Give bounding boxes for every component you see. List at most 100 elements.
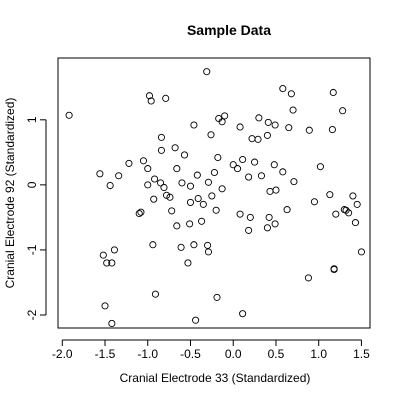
- data-point: [147, 97, 155, 105]
- data-point: [283, 206, 291, 214]
- data-point: [257, 172, 265, 180]
- data-point: [186, 220, 194, 228]
- data-point: [353, 200, 361, 208]
- data-point: [190, 121, 198, 129]
- data-point: [149, 241, 157, 249]
- data-point: [203, 68, 211, 76]
- data-point: [339, 107, 347, 115]
- data-point: [186, 198, 195, 206]
- data-point: [160, 183, 168, 192]
- data-point: [245, 173, 253, 181]
- data-point: [255, 114, 263, 122]
- x-tick-label: -1.5: [95, 347, 116, 361]
- y-axis: -2 -1 0 1: [25, 116, 47, 320]
- data-point: [157, 146, 165, 154]
- data-point: [157, 133, 165, 141]
- data-point: [101, 302, 109, 310]
- data-point: [199, 200, 207, 208]
- data-point: [96, 170, 104, 178]
- data-point: [272, 186, 280, 194]
- x-tick-label: -0.5: [180, 347, 201, 361]
- data-point: [214, 153, 222, 162]
- data-point: [173, 222, 181, 230]
- data-point: [251, 158, 259, 166]
- data-point: [351, 219, 360, 227]
- data-point: [263, 131, 271, 139]
- data-point: [144, 165, 152, 173]
- data-point: [145, 92, 154, 100]
- data-point: [106, 181, 114, 190]
- data-point: [65, 111, 73, 119]
- data-point: [263, 224, 271, 232]
- data-point: [213, 293, 221, 301]
- data-point: [264, 118, 272, 126]
- x-axis: -2.0 -1.5 -1.0 -0.5 0.0 0.5 1.0 1.5: [52, 339, 370, 361]
- x-tick-label: -1.0: [137, 347, 158, 361]
- data-point: [330, 265, 338, 273]
- x-axis-title: Cranial Electrode 33 (Standardized): [120, 371, 311, 385]
- data-point: [266, 187, 274, 195]
- data-point: [279, 168, 287, 176]
- data-point: [289, 106, 297, 114]
- data-point: [305, 126, 313, 134]
- data-point: [151, 175, 159, 183]
- data-point: [204, 241, 212, 249]
- data-point: [340, 206, 348, 214]
- data-point: [212, 206, 220, 214]
- data-point: [144, 181, 152, 189]
- data-point: [166, 193, 174, 201]
- data-point: [285, 124, 293, 132]
- data-point: [218, 185, 226, 193]
- data-point: [332, 210, 340, 218]
- data-point: [110, 246, 118, 254]
- data-point: [208, 192, 216, 200]
- x-tick-label: 0.5: [268, 347, 285, 361]
- y-tick-label: -1: [25, 244, 39, 255]
- plot-area-frame: [57, 57, 371, 329]
- data-point: [108, 259, 116, 267]
- data-point: [245, 226, 253, 234]
- data-point: [135, 209, 143, 218]
- x-tick-label: -2.0: [52, 347, 73, 361]
- data-point: [248, 135, 256, 143]
- data-point: [139, 157, 148, 165]
- data-point: [357, 248, 366, 256]
- chart-title: Sample Data: [187, 22, 271, 38]
- data-point: [157, 179, 165, 187]
- data-point: [236, 210, 244, 218]
- x-tick-label: 0.0: [225, 347, 242, 361]
- data-point: [326, 191, 334, 199]
- data-point: [204, 178, 212, 186]
- data-point: [115, 172, 123, 180]
- y-tick-label: -2: [25, 309, 39, 320]
- data-point: [221, 112, 229, 120]
- data-point: [329, 88, 337, 97]
- data-point: [103, 259, 111, 267]
- data-point: [304, 274, 313, 282]
- data-point: [328, 126, 336, 134]
- data-point: [270, 161, 278, 169]
- data-point: [193, 171, 201, 179]
- data-point: [184, 259, 192, 267]
- data-point: [194, 194, 202, 203]
- data-point: [108, 319, 116, 327]
- data-point: [233, 165, 242, 173]
- data-point: [287, 90, 295, 98]
- data-point: [180, 151, 189, 159]
- data-point: [173, 165, 181, 173]
- data-point: [177, 243, 185, 251]
- data-point: [239, 155, 247, 164]
- data-points: [65, 68, 366, 327]
- data-point: [210, 168, 218, 177]
- data-point: [254, 135, 262, 143]
- x-tick-label: 1.5: [353, 347, 370, 361]
- data-point: [192, 316, 200, 324]
- data-point: [345, 209, 353, 217]
- data-point: [150, 195, 158, 203]
- data-point: [198, 217, 206, 225]
- data-point: [207, 131, 215, 139]
- x-tick-label: 1.0: [310, 347, 327, 361]
- data-point: [190, 241, 198, 249]
- data-point: [186, 182, 195, 190]
